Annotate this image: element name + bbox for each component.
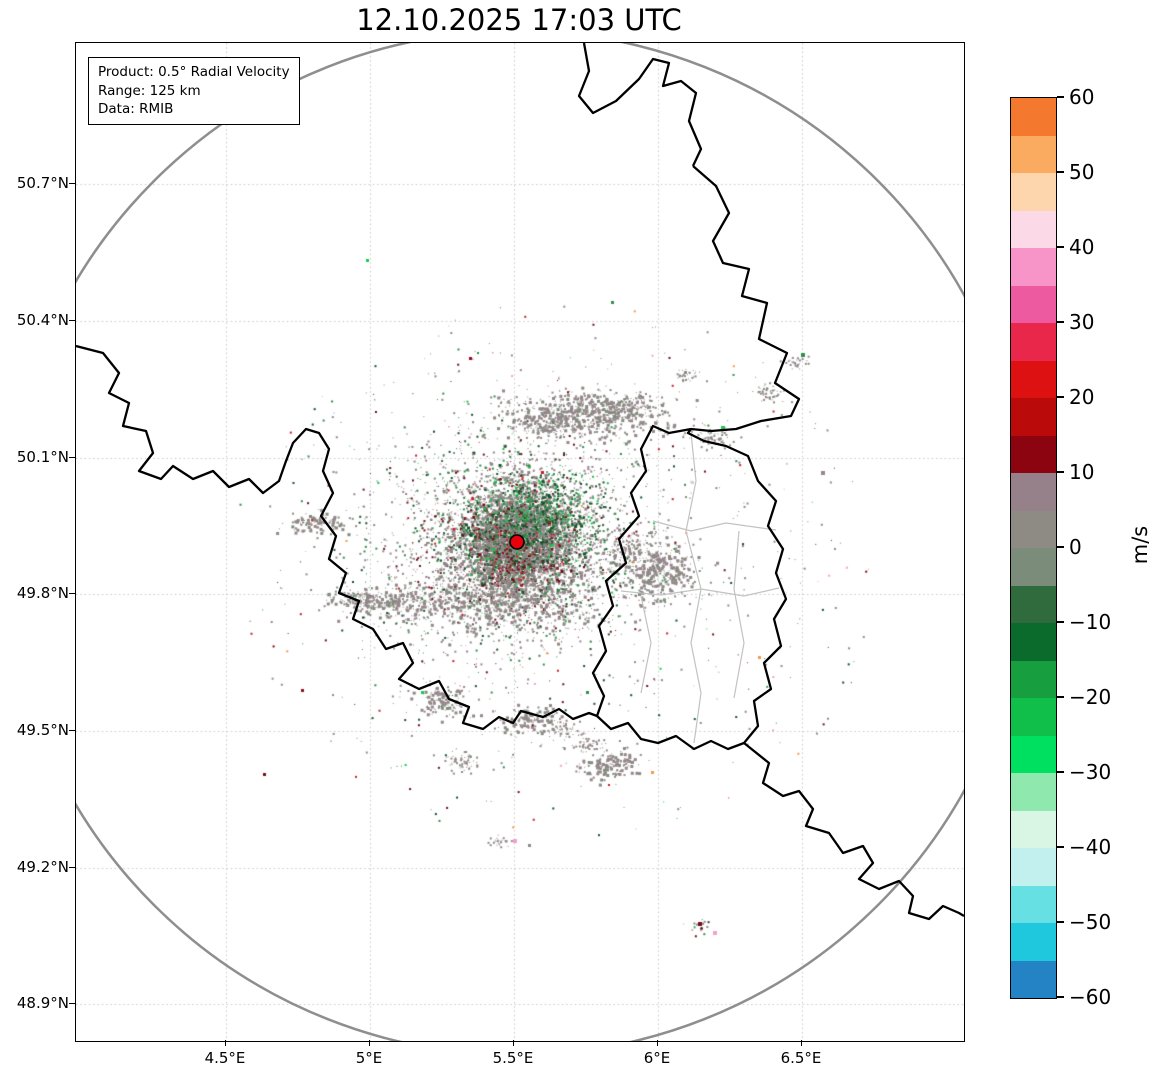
colorbar-tick-label: 20	[1069, 385, 1095, 409]
y-axis-tick-label: 50.7°N	[16, 174, 69, 192]
admin-border	[733, 530, 745, 699]
y-axis-tick-label: 50.4°N	[16, 311, 69, 329]
colorbar-segment	[1011, 173, 1056, 211]
x-axis-tick-label: 4.5°E	[204, 1049, 246, 1067]
map-overlay	[76, 43, 964, 1041]
range-line: Range: 125 km	[98, 82, 201, 99]
colorbar-tick-mark	[1057, 771, 1064, 773]
colorbar-tick-label: −30	[1069, 760, 1112, 784]
y-axis-tick-label: 49.5°N	[16, 721, 69, 739]
country-border	[743, 742, 964, 921]
colorbar-tick-label: −60	[1069, 985, 1112, 1009]
colorbar-segment	[1011, 398, 1056, 436]
colorbar-segment	[1011, 323, 1056, 361]
colorbar	[1010, 97, 1057, 999]
x-axis-tick-label: 5°E	[355, 1049, 383, 1067]
colorbar-tick-mark	[1057, 171, 1064, 173]
figure-title: 12.10.2025 17:03 UTC	[356, 3, 682, 37]
product-info-box: Product: 0.5° Radial Velocity Range: 125…	[88, 57, 300, 125]
country-border	[76, 344, 598, 731]
colorbar-tick-label: −50	[1069, 910, 1112, 934]
colorbar-segment	[1011, 98, 1056, 136]
admin-border	[652, 520, 777, 532]
colorbar-tick-label: 0	[1069, 535, 1082, 559]
colorbar-tick-label: 40	[1069, 235, 1095, 259]
colorbar-tick-label: −40	[1069, 835, 1112, 859]
colorbar-segment	[1011, 735, 1056, 773]
colorbar-segment	[1011, 585, 1056, 623]
colorbar-tick-mark	[1057, 546, 1064, 548]
colorbar-segment	[1011, 548, 1056, 586]
plot-area: Product: 0.5° Radial Velocity Range: 125…	[75, 42, 965, 1042]
y-axis-tick-label: 48.9°N	[16, 994, 69, 1012]
colorbar-tick-mark	[1057, 621, 1064, 623]
country-border	[577, 43, 703, 167]
colorbar-tick-mark	[1057, 471, 1064, 473]
colorbar-segment	[1011, 360, 1056, 398]
colorbar-tick-mark	[1057, 96, 1064, 98]
country-border	[591, 424, 788, 751]
colorbar-tick-label: 60	[1069, 85, 1095, 109]
colorbar-segment	[1011, 510, 1056, 548]
colorbar-tick-mark	[1057, 846, 1064, 848]
colorbar-tick-mark	[1057, 996, 1064, 998]
colorbar-segment	[1011, 623, 1056, 661]
colorbar-unit-label: m/s	[1128, 525, 1152, 565]
x-axis-tick-label: 6°E	[643, 1049, 671, 1067]
y-axis-tick-label: 49.2°N	[16, 858, 69, 876]
colorbar-segment	[1011, 698, 1056, 736]
colorbar-segment	[1011, 435, 1056, 473]
colorbar-segment	[1011, 248, 1056, 286]
x-axis-tick-label: 6.5°E	[780, 1049, 822, 1067]
admin-border	[640, 595, 652, 694]
x-axis-tick-mark	[513, 1040, 515, 1046]
colorbar-segment	[1011, 923, 1056, 961]
y-axis-tick-mark	[69, 867, 75, 869]
colorbar-tick-label: 30	[1069, 310, 1095, 334]
country-border	[690, 165, 801, 433]
x-axis-tick-mark	[657, 1040, 659, 1046]
y-axis-tick-label: 50.1°N	[16, 448, 69, 466]
colorbar-segment	[1011, 773, 1056, 811]
y-axis-tick-mark	[69, 183, 75, 185]
admin-border	[685, 432, 702, 744]
colorbar-tick-mark	[1057, 246, 1064, 248]
colorbar-tick-mark	[1057, 921, 1064, 923]
x-axis-tick-mark	[801, 1040, 803, 1046]
colorbar-tick-label: 10	[1069, 460, 1095, 484]
colorbar-segment	[1011, 210, 1056, 248]
radar-site-marker	[509, 534, 525, 550]
colorbar-tick-mark	[1057, 696, 1064, 698]
y-axis-tick-mark	[69, 593, 75, 595]
x-axis-tick-label: 5.5°E	[492, 1049, 534, 1067]
y-axis-tick-label: 49.8°N	[16, 584, 69, 602]
colorbar-segment	[1011, 960, 1056, 998]
colorbar-segment	[1011, 473, 1056, 511]
y-axis-tick-mark	[69, 457, 75, 459]
colorbar-tick-label: −10	[1069, 610, 1112, 634]
colorbar-segment	[1011, 885, 1056, 923]
y-axis-tick-mark	[69, 1003, 75, 1005]
product-line: Product: 0.5° Radial Velocity	[98, 64, 290, 80]
x-axis-tick-mark	[369, 1040, 371, 1046]
colorbar-tick-label: −20	[1069, 685, 1112, 709]
colorbar-segment	[1011, 848, 1056, 886]
y-axis-tick-mark	[69, 320, 75, 322]
y-axis-tick-mark	[69, 730, 75, 732]
colorbar-tick-mark	[1057, 321, 1064, 323]
colorbar-segment	[1011, 810, 1056, 848]
colorbar-segment	[1011, 660, 1056, 698]
x-axis-tick-mark	[225, 1040, 227, 1046]
colorbar-tick-mark	[1057, 396, 1064, 398]
colorbar-segment	[1011, 135, 1056, 173]
colorbar-tick-label: 50	[1069, 160, 1095, 184]
data-source-line: Data: RMIB	[98, 101, 174, 118]
colorbar-segment	[1011, 285, 1056, 323]
